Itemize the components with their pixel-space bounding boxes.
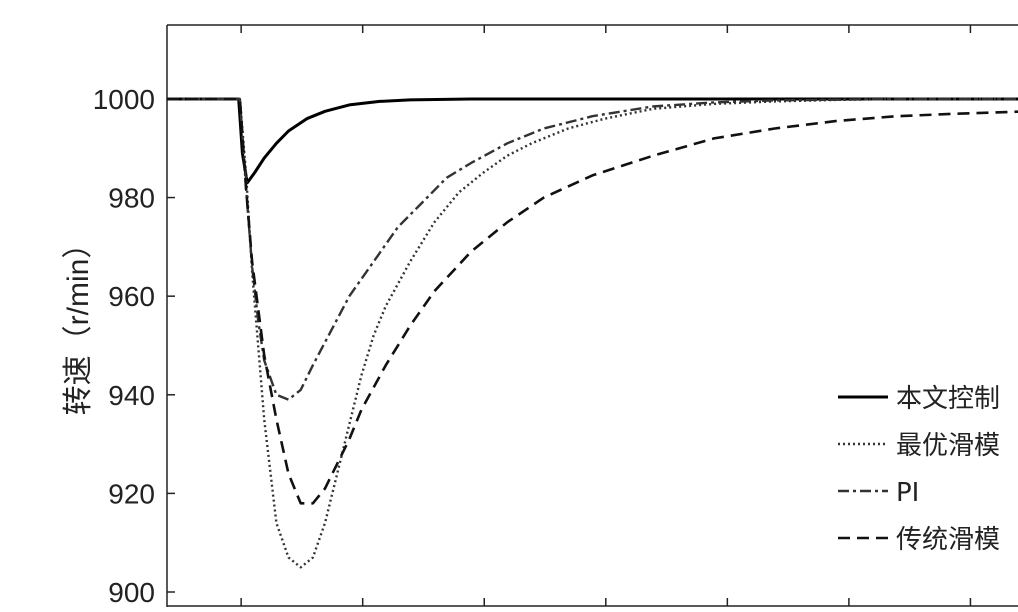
series-line-1 (167, 97, 1018, 185)
y-tick-label: 940 (108, 380, 155, 411)
y-axis-label: 转速（r/min） (62, 229, 95, 416)
y-tick-label: 900 (108, 577, 155, 607)
y-tick-label: 960 (108, 281, 155, 312)
y-tick-label: 1000 (93, 84, 155, 115)
legend-label-3: PI (896, 478, 919, 508)
y-tick-label: 920 (108, 478, 155, 509)
series-layer (167, 97, 1018, 569)
legend-label-1: 本文控制 (896, 384, 1000, 414)
y-tick-label: 980 (108, 183, 155, 214)
legend-label-2: 最优滑模 (896, 431, 1000, 461)
series-line-2 (167, 97, 1018, 569)
series-line-4 (167, 97, 1018, 505)
series-line-3 (167, 97, 1018, 401)
legend-label-4: 传统滑模 (896, 525, 1000, 555)
axes-layer: 900 920 940 960 980 1000 (93, 24, 1018, 612)
